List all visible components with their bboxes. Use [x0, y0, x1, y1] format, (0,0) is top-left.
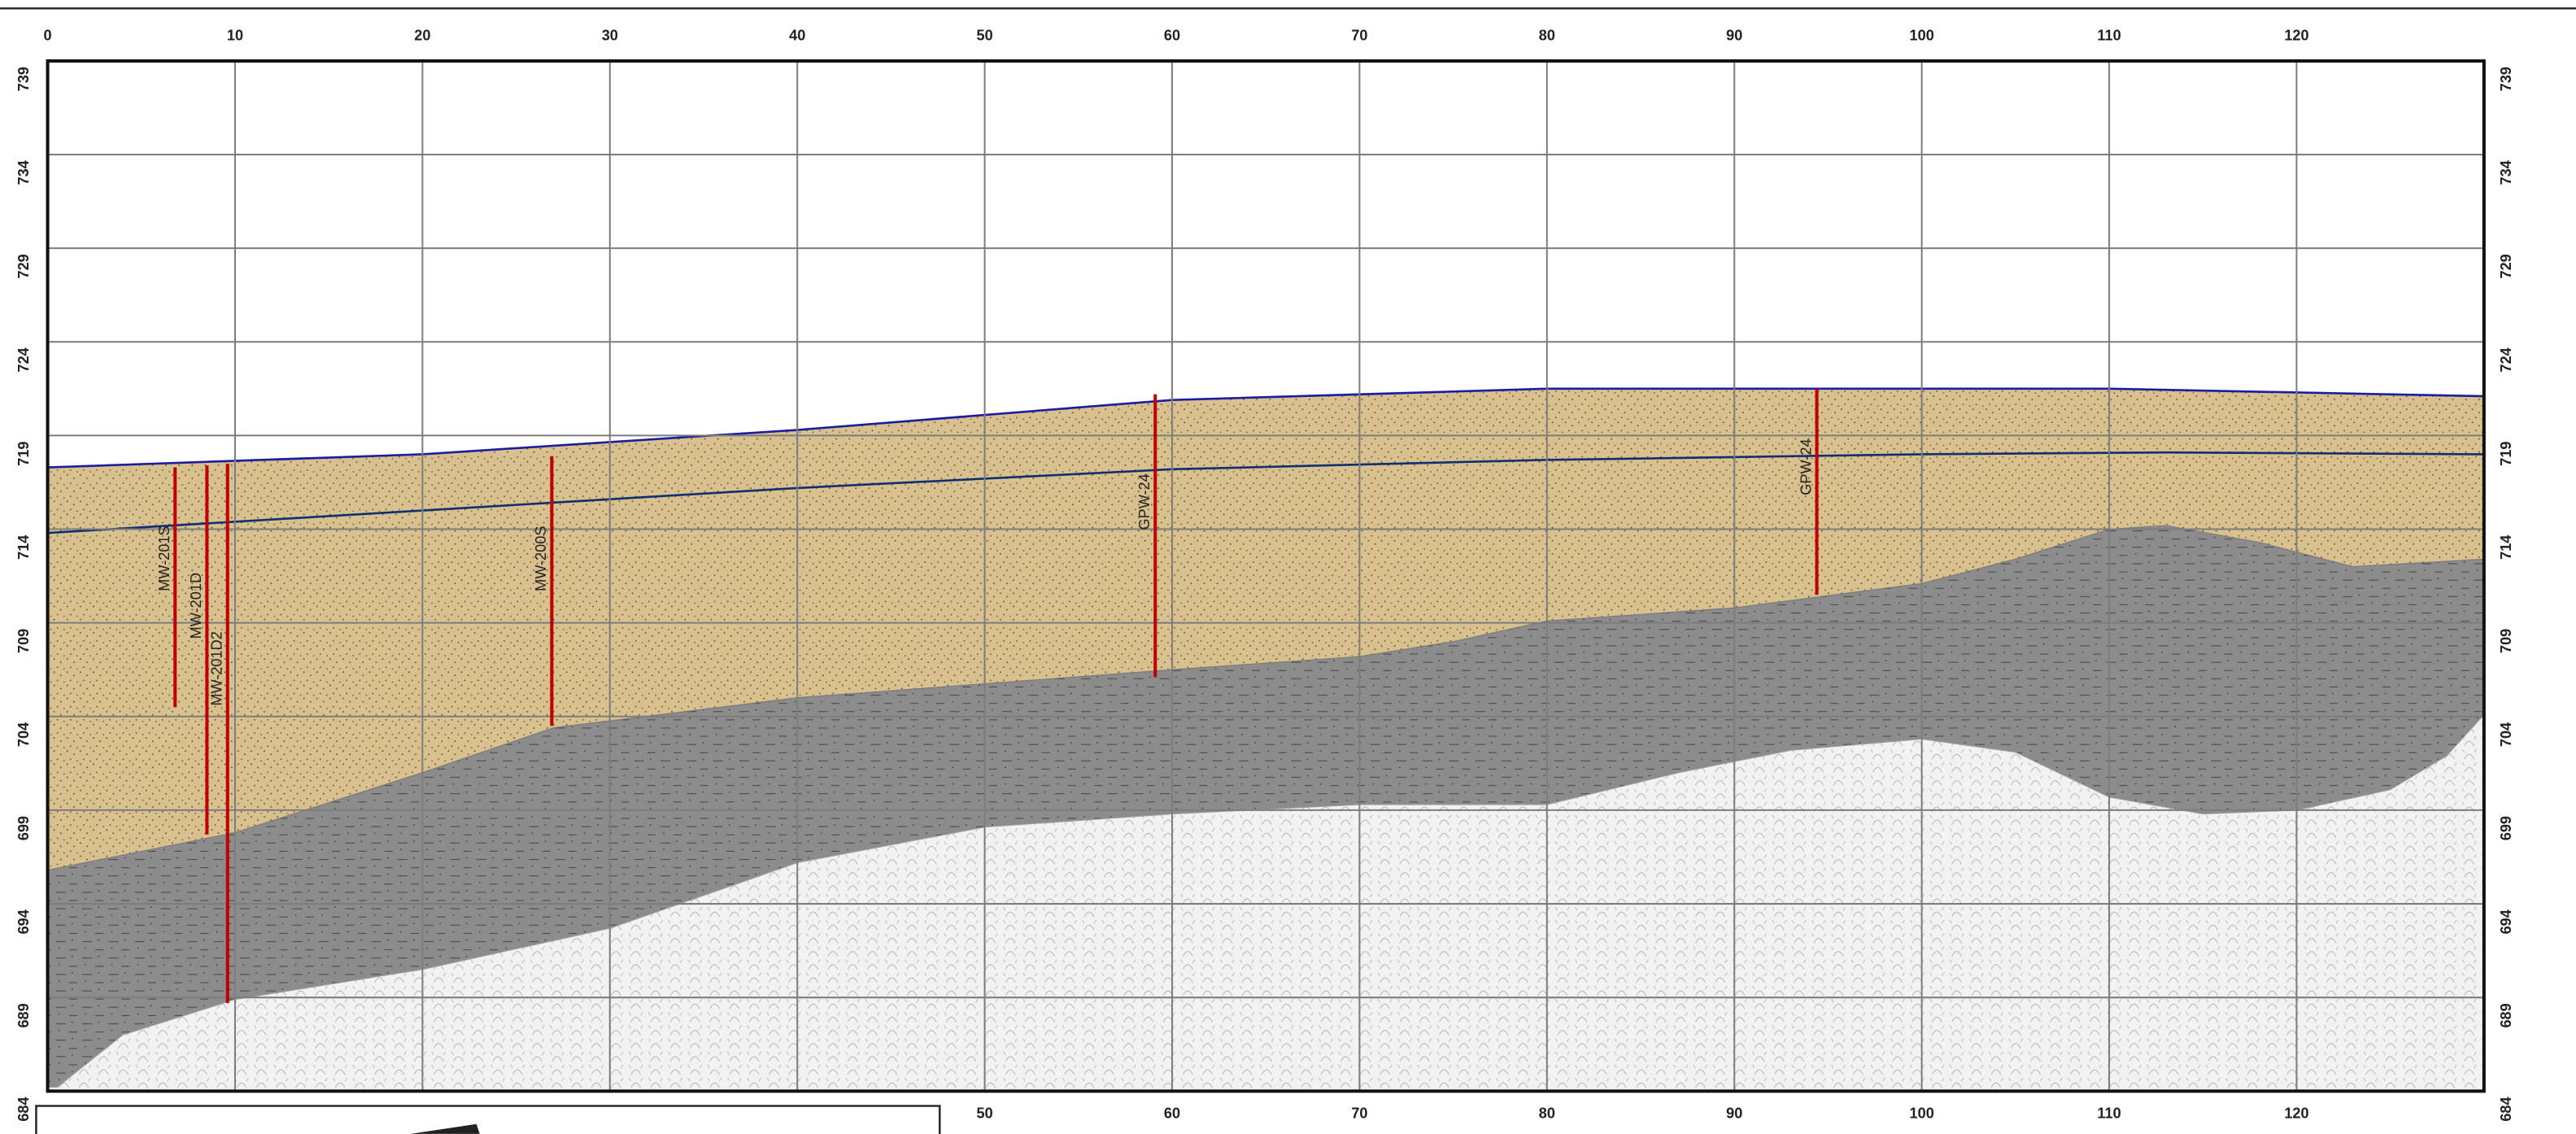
- title-block: [36, 1106, 939, 1134]
- y-tick-label: 704: [2498, 722, 2514, 747]
- x-tick-label: 80: [1539, 1105, 1555, 1121]
- x-tick-label: 100: [1910, 27, 1934, 43]
- x-tick-label: 110: [2097, 1105, 2121, 1121]
- y-tick-label: 689: [15, 1003, 32, 1027]
- x-tick-label: 110: [2097, 27, 2121, 43]
- y-tick-label: 734: [2498, 160, 2514, 185]
- y-tick-label: 724: [2498, 347, 2514, 372]
- y-tick-label: 689: [2498, 1003, 2514, 1027]
- cross-section: MW-201S MW-201DMW-201D2 MW-200S GPW-24 GPW-2…: [0, 0, 2576, 1134]
- x-tick-label: 50: [977, 27, 993, 43]
- x-tick-label: 70: [1351, 27, 1367, 43]
- y-tick-label: 699: [15, 816, 32, 840]
- y-tick-label: 734: [15, 160, 32, 185]
- well-label: GPW-24: [1136, 473, 1153, 530]
- y-tick-label: 719: [15, 441, 32, 465]
- y-tick-label: 729: [2498, 254, 2514, 278]
- well-label: MW-201S: [156, 526, 172, 591]
- x-tick-label: 40: [789, 27, 805, 43]
- y-tick-label: 724: [15, 347, 32, 372]
- y-tick-label: 694: [2498, 909, 2514, 934]
- y-tick-label: 739: [2498, 67, 2514, 91]
- y-tick-label: 719: [2498, 441, 2514, 465]
- y-tick-label: 684: [2498, 1097, 2514, 1121]
- well-label: MW-201D2: [208, 631, 224, 705]
- y-tick-label: 709: [2498, 629, 2514, 653]
- x-tick-label: 0: [44, 27, 52, 43]
- y-tick-label: 704: [15, 722, 32, 747]
- x-tick-label: 120: [2284, 27, 2308, 43]
- y-tick-label: 694: [15, 909, 32, 934]
- x-tick-label: 30: [602, 27, 618, 43]
- y-tick-label: 684: [15, 1097, 32, 1121]
- x-tick-label: 100: [1910, 1105, 1934, 1121]
- x-tick-label: 70: [1351, 1105, 1367, 1121]
- x-tick-label: 90: [1726, 27, 1742, 43]
- y-tick-label: 739: [15, 67, 32, 91]
- well-label: MW-200S: [533, 526, 549, 591]
- well-label: MW-201D: [188, 573, 204, 639]
- x-tick-label: 60: [1164, 1105, 1180, 1121]
- y-tick-label: 714: [2498, 535, 2514, 560]
- x-tick-label: 10: [227, 27, 243, 43]
- well-label: GPW-24: [1798, 438, 1814, 495]
- x-tick-label: 50: [977, 1105, 993, 1121]
- layers: [48, 61, 2484, 1094]
- x-tick-label: 120: [2284, 1105, 2308, 1121]
- y-tick-label: 729: [15, 254, 32, 278]
- x-tick-label: 80: [1539, 27, 1555, 43]
- x-tick-label: 90: [1726, 1105, 1742, 1121]
- x-tick-label: 20: [414, 27, 430, 43]
- page: {"chart_data": { "type": "area", "xlim":…: [0, 0, 2576, 1134]
- x-tick-label: 60: [1164, 27, 1180, 43]
- y-tick-label: 699: [2498, 816, 2514, 840]
- y-tick-label: 714: [15, 535, 32, 560]
- y-tick-label: 709: [15, 629, 32, 653]
